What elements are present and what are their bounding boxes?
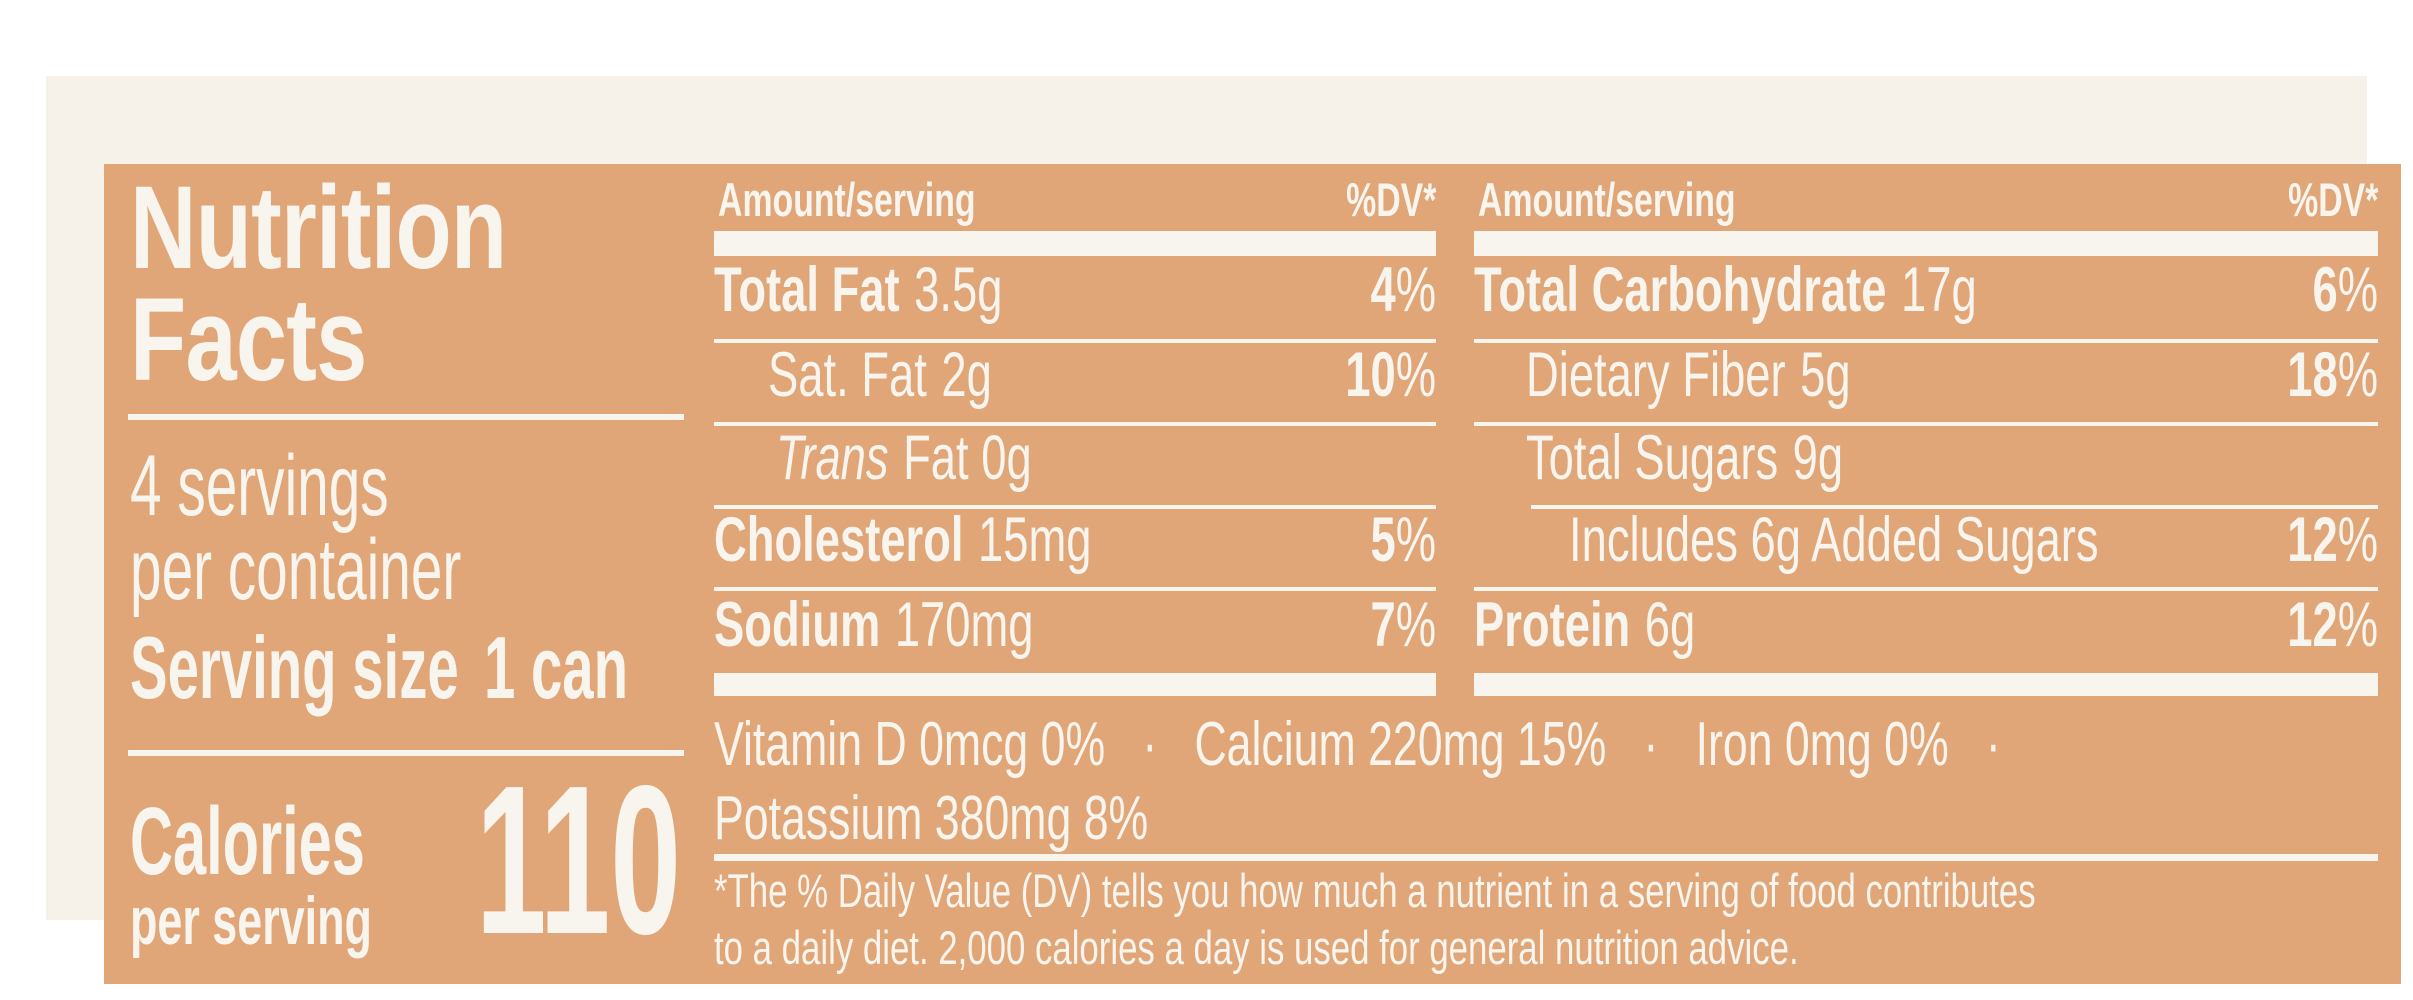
nutrient-name: Cholesterol [714, 505, 964, 575]
nutrient-dv: 12% [2287, 505, 2378, 575]
row-divider [1474, 339, 2378, 343]
column-header: Amount/serving %DV* [718, 176, 1436, 226]
nutrient-amount: 170mg [894, 590, 1034, 660]
micronutrients-line-1: Vitamin D 0mcg 0% · Calcium 220mg 15% · … [714, 710, 2001, 779]
nutrient-amount: 15mg [978, 505, 1092, 575]
micronutrients-block: Vitamin D 0mcg 0% · Calcium 220mg 15% · … [714, 708, 2413, 856]
title-divider [128, 414, 684, 420]
row-divider [714, 339, 1436, 343]
calories-value: 110 [475, 741, 681, 978]
nutrition-facts-title: Nutrition Facts [130, 162, 507, 406]
nutrient-column-right: Amount/serving %DV* Total Carbohydrate 17… [1474, 164, 2378, 804]
calories-value-wrap: 110 [131, 741, 681, 978]
nutrient-name: Sat. Fat [768, 340, 927, 410]
header-bar [714, 231, 1436, 256]
row-added-sugars: Includes 6g Added Sugars 12% [1569, 509, 2378, 579]
nutrient-amount: 3.5g [914, 255, 1003, 325]
nutrition-facts-panel: Nutrition Facts 4 servings per container… [104, 164, 2401, 984]
nutrient-amount: 2g [941, 340, 992, 410]
row-trans-fat: Trans Fat 0g [776, 427, 1436, 497]
row-total-sugars: Total Sugars 9g [1526, 427, 2378, 497]
serving-size-divider [128, 750, 684, 756]
serving-size-label: Serving size [130, 618, 459, 717]
row-cholesterol: Cholesterol 15mg 5% [714, 509, 1436, 579]
column-bottom-bar [1474, 673, 2378, 696]
nutrient-dv: 7% [1370, 590, 1436, 660]
row-divider [714, 587, 1436, 591]
title-line-1: Nutrition [130, 162, 507, 294]
nutrient-column-left: Amount/serving %DV* Total Fat 3.5g 4% Sat… [714, 164, 1436, 804]
column-bottom-bar [714, 673, 1436, 696]
column-header: Amount/serving %DV* [1478, 176, 2378, 226]
row-dietary-fiber: Dietary Fiber 5g 18% [1526, 344, 2378, 414]
nutrient-dv: 18% [2287, 340, 2378, 410]
calories-sublabel: per serving [130, 883, 372, 959]
servings-count: 4 servings [130, 438, 389, 534]
footnote-line-1: *The % Daily Value (DV) tells you how mu… [714, 864, 2036, 917]
nutrient-amount: 6g [1644, 590, 1696, 660]
row-sat-fat: Sat. Fat 2g 10% [768, 344, 1436, 414]
nutrient-dv: 4% [1370, 255, 1436, 325]
servings-per: per container [130, 522, 462, 618]
footnote-line-2: to a daily diet. 2,000 calories a day is… [714, 921, 1799, 974]
label-card: Nutrition Facts 4 servings per container… [46, 76, 2401, 984]
amount-serving-header: Amount/serving [718, 173, 976, 226]
servings-per-container: 4 servings per container [130, 438, 462, 618]
nutrient-amount: 9g [1792, 423, 1844, 493]
dv-header: %DV* [2287, 173, 2378, 226]
dv-footnote: *The % Daily Value (DV) tells you how mu… [714, 862, 2413, 976]
row-divider [1474, 587, 2378, 591]
row-sodium: Sodium 170mg 7% [714, 594, 1436, 664]
nutrient-name: Total Sugars [1526, 423, 1779, 493]
nutrient-name: Total Carbohydrate [1474, 255, 1887, 325]
footnote-divider [714, 854, 2378, 861]
nutrient-dv: 6% [2312, 255, 2378, 325]
nutrient-name: Total Fat [714, 255, 900, 325]
nutrient-dv: 10% [1345, 340, 1436, 410]
micronutrients-line-2: Potassium 380mg 8% [714, 784, 1149, 853]
nutrient-name: Dietary Fiber [1526, 340, 1786, 410]
nutrient-dv: 5% [1370, 505, 1436, 575]
row-total-fat: Total Fat 3.5g 4% [714, 259, 1436, 329]
nutrient-amount: Fat 0g [903, 423, 1032, 493]
nutrient-dv: 12% [2287, 590, 2378, 660]
amount-serving-header: Amount/serving [1478, 173, 1736, 226]
title-line-2: Facts [130, 274, 367, 406]
nutrient-name: Sodium [714, 590, 881, 660]
row-total-carbohydrate: Total Carbohydrate 17g 6% [1474, 259, 2378, 329]
row-divider [1474, 422, 2378, 426]
header-bar [1474, 231, 2378, 256]
serving-size-value: 1 can [484, 618, 629, 717]
dv-header: %DV* [1345, 173, 1436, 226]
nutrient-amount: 17g [1901, 255, 1977, 325]
row-divider [714, 505, 1436, 509]
nutrient-name: Trans [776, 423, 889, 493]
row-divider [714, 422, 1436, 426]
row-divider-indented [1531, 505, 2378, 509]
row-protein: Protein 6g 12% [1474, 594, 2378, 664]
nutrient-name: Includes 6g Added Sugars [1569, 505, 2099, 575]
serving-size-row: Serving size 1 can [130, 624, 628, 712]
calories-label: Calories [130, 788, 365, 895]
nutrient-amount: 5g [1800, 340, 1851, 410]
nutrient-name: Protein [1474, 590, 1631, 660]
